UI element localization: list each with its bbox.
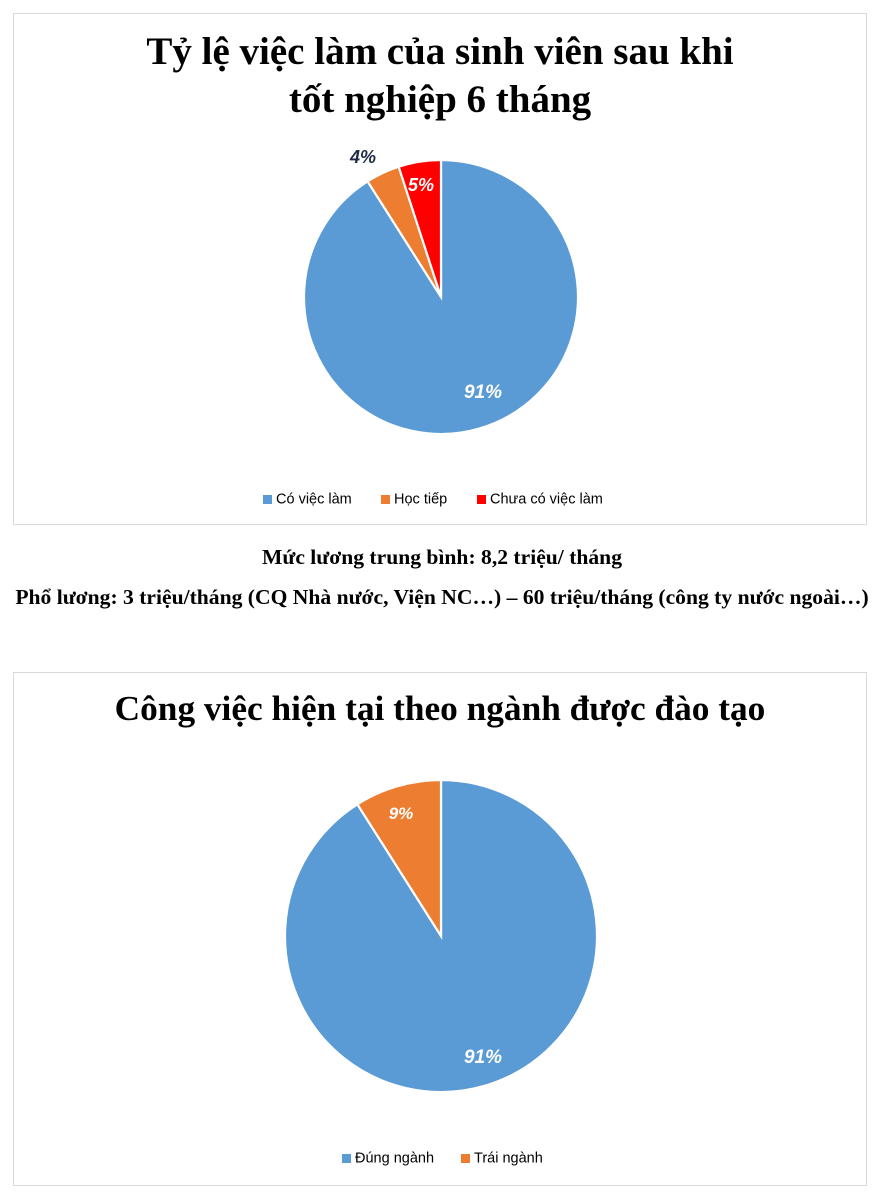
- svg-text:Chưa có việc làm: Chưa có việc làm: [490, 492, 603, 508]
- svg-text:91%: 91%: [464, 382, 502, 403]
- svg-text:4%: 4%: [349, 147, 376, 167]
- svg-text:Có việc làm: Có việc làm: [276, 492, 352, 508]
- svg-text:Đúng ngành: Đúng ngành: [355, 1151, 434, 1167]
- svg-text:91%: 91%: [464, 1047, 502, 1068]
- svg-text:Trái ngành: Trái ngành: [474, 1151, 543, 1167]
- svg-text:Học tiếp: Học tiếp: [394, 492, 447, 508]
- svg-text:9%: 9%: [389, 804, 414, 823]
- svg-text:5%: 5%: [408, 175, 434, 195]
